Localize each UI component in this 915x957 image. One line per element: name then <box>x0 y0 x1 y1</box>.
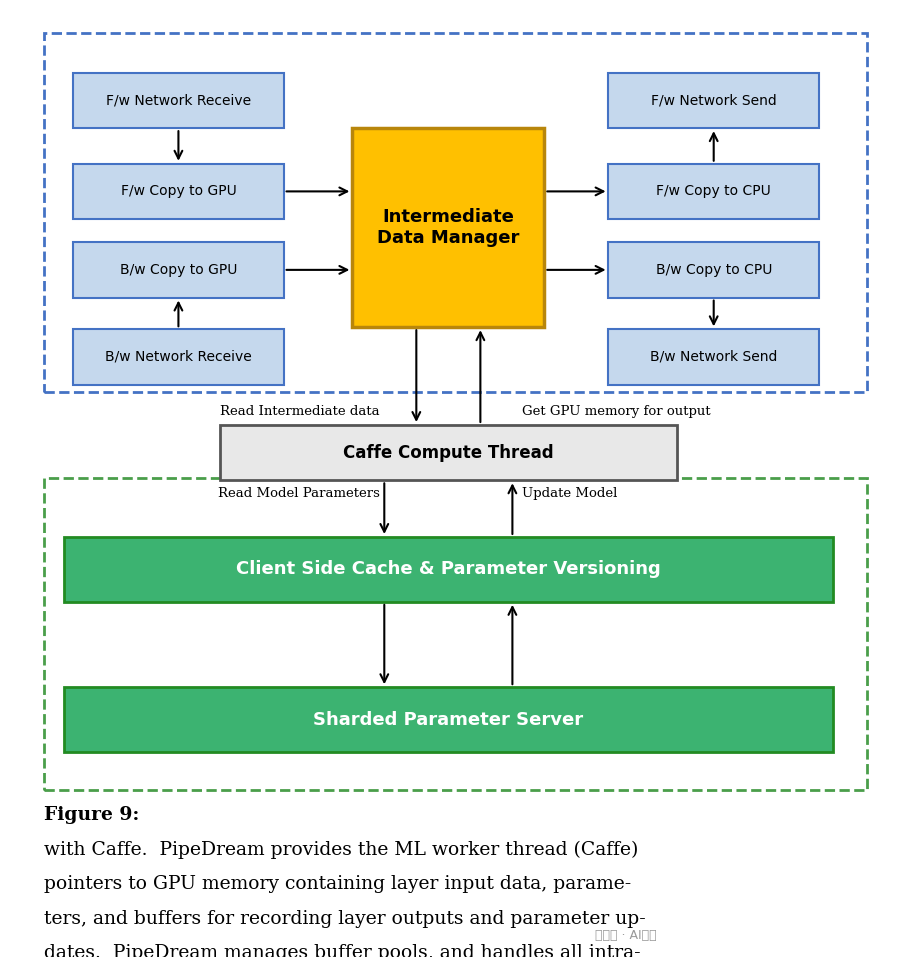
Bar <box>44 478 867 790</box>
Text: Figure 9:: Figure 9: <box>44 807 139 824</box>
Text: Read Model Parameters: Read Model Parameters <box>218 487 380 501</box>
Text: ters, and buffers for recording layer outputs and parameter up-: ters, and buffers for recording layer ou… <box>44 910 646 927</box>
FancyBboxPatch shape <box>73 164 284 219</box>
FancyBboxPatch shape <box>352 128 544 327</box>
Text: dates.  PipeDream manages buffer pools, and handles all intra-: dates. PipeDream manages buffer pools, a… <box>44 945 640 957</box>
Text: F/w Copy to GPU: F/w Copy to GPU <box>121 185 236 198</box>
Text: Intermediate
Data Manager: Intermediate Data Manager <box>377 209 520 247</box>
FancyBboxPatch shape <box>64 537 833 602</box>
FancyBboxPatch shape <box>73 329 284 385</box>
Text: Caffe Compute Thread: Caffe Compute Thread <box>343 444 554 461</box>
FancyBboxPatch shape <box>608 164 819 219</box>
Text: F/w Network Send: F/w Network Send <box>651 94 777 107</box>
Text: B/w Copy to GPU: B/w Copy to GPU <box>120 263 237 277</box>
Text: B/w Network Send: B/w Network Send <box>650 350 778 364</box>
Bar <box>44 33 867 392</box>
Text: with Caffe.  PipeDream provides the ML worker thread (Caffe): with Caffe. PipeDream provides the ML wo… <box>44 840 639 859</box>
FancyBboxPatch shape <box>64 687 833 752</box>
Text: 公众号 · AI闲谈: 公众号 · AI闲谈 <box>595 929 656 943</box>
Text: B/w Network Receive: B/w Network Receive <box>105 350 252 364</box>
Text: F/w Network Receive: F/w Network Receive <box>106 94 251 107</box>
FancyBboxPatch shape <box>73 242 284 298</box>
FancyBboxPatch shape <box>220 425 677 480</box>
Text: Sharded Parameter Server: Sharded Parameter Server <box>313 711 584 728</box>
Text: Client Side Cache & Parameter Versioning: Client Side Cache & Parameter Versioning <box>236 561 661 578</box>
FancyBboxPatch shape <box>608 73 819 128</box>
Text: Get GPU memory for output: Get GPU memory for output <box>522 405 710 418</box>
Text: F/w Copy to CPU: F/w Copy to CPU <box>656 185 771 198</box>
FancyBboxPatch shape <box>73 73 284 128</box>
FancyBboxPatch shape <box>608 242 819 298</box>
Text: B/w Copy to CPU: B/w Copy to CPU <box>655 263 772 277</box>
Text: Read Intermediate data: Read Intermediate data <box>221 405 380 418</box>
Text: Update Model: Update Model <box>522 487 617 501</box>
FancyBboxPatch shape <box>608 329 819 385</box>
Text: pointers to GPU memory containing layer input data, parame-: pointers to GPU memory containing layer … <box>44 876 631 893</box>
